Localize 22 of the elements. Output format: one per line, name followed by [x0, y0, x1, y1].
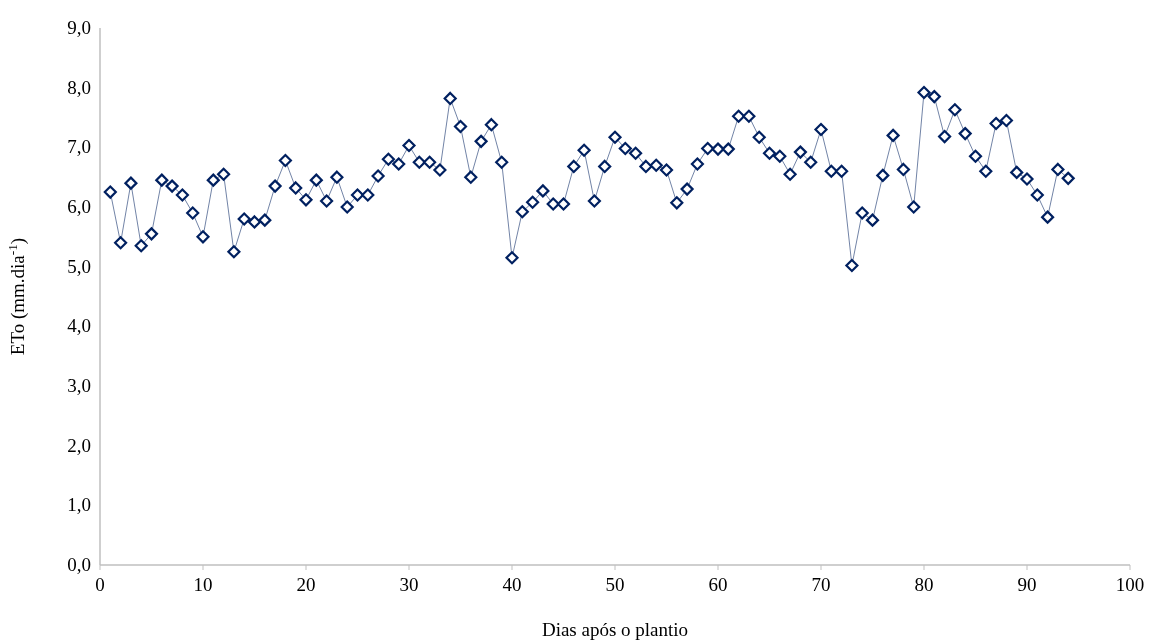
y-tick-label: 4,0 [67, 315, 91, 337]
y-tick-label: 2,0 [67, 434, 91, 456]
y-tick-label: 9,0 [67, 17, 91, 38]
x-tick-label: 30 [399, 574, 419, 595]
x-tick-label: 100 [1115, 574, 1145, 595]
y-tick-label: 3,0 [67, 375, 91, 396]
y-tick-label: 1,0 [67, 494, 91, 516]
x-tick-label: 90 [1017, 574, 1037, 595]
x-axis-title: Dias após o plantio [541, 619, 689, 640]
x-tick-label: 70 [811, 574, 831, 595]
x-tick-label: 60 [708, 574, 728, 595]
y-tick-label: 0,0 [67, 554, 91, 575]
x-tick-label: 40 [502, 574, 522, 595]
y-tick-label: 5,0 [67, 255, 91, 277]
y-tick-label: 7,0 [67, 136, 91, 158]
x-tick-label: 10 [193, 574, 213, 595]
x-tick-label: 0 [95, 574, 105, 595]
y-tick-label: 6,0 [67, 196, 91, 217]
x-tick-label: 50 [605, 574, 625, 595]
y-tick-label: 8,0 [67, 76, 91, 98]
x-tick-label: 80 [914, 574, 934, 595]
x-tick-label: 20 [296, 574, 316, 595]
